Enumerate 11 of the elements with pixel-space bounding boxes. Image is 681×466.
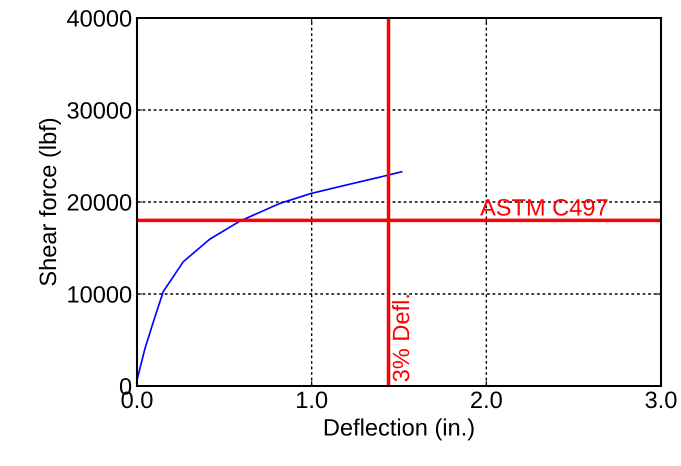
x-axis-title: Deflection (in.) bbox=[324, 418, 474, 440]
x-tick-label: 1.0 bbox=[297, 391, 328, 408]
x-tick-label: 2.0 bbox=[471, 391, 502, 408]
x-tick-label: 3.0 bbox=[645, 391, 676, 408]
y-axis-title: Shear force (lbf) bbox=[38, 118, 61, 286]
y-tick-label: 30000 bbox=[67, 102, 132, 119]
ref-line-label: ASTM C497 bbox=[480, 199, 608, 216]
y-tick-label: 20000 bbox=[68, 194, 132, 211]
ref-line-label: 3% Defl. bbox=[392, 295, 410, 382]
y-tick-label: 10000 bbox=[68, 286, 132, 303]
y-tick-label: 40000 bbox=[67, 10, 132, 27]
